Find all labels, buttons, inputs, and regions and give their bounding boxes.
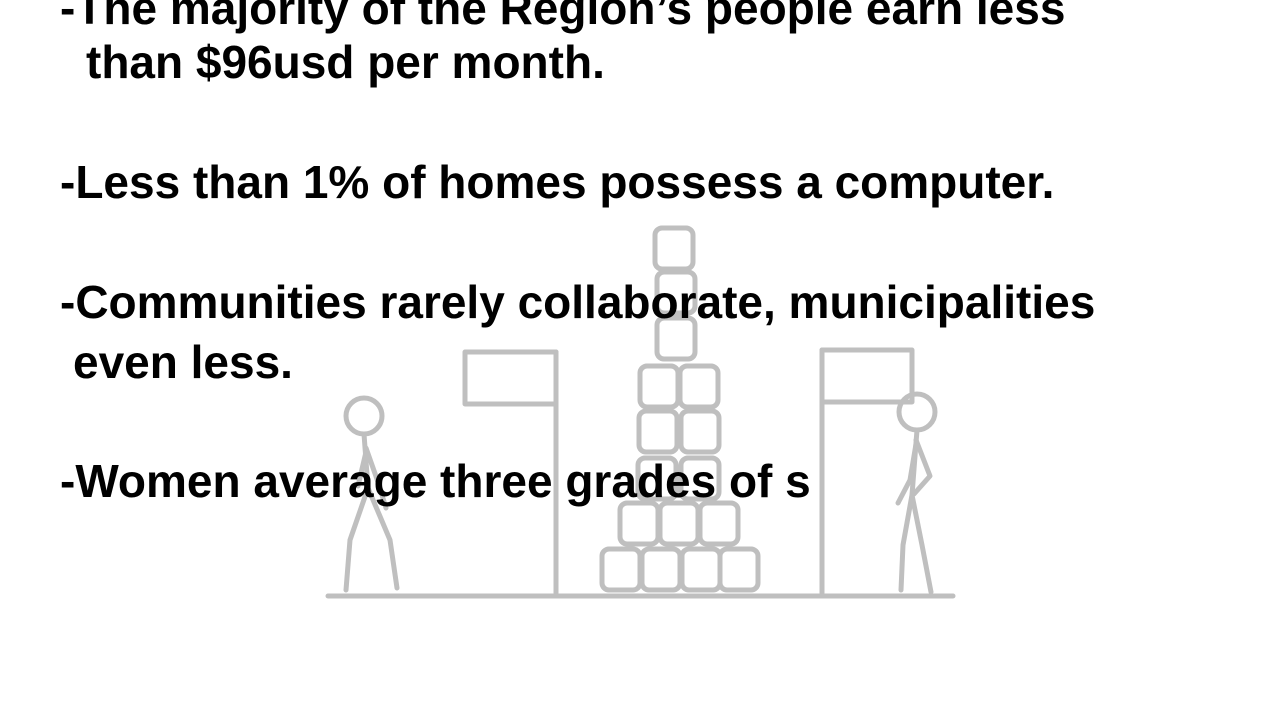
left-figure-arms xyxy=(355,445,389,511)
bullet-2-line-1: -Less than 1% of homes possess a compute… xyxy=(60,156,1055,208)
bullet-3-line-2: even less. xyxy=(73,336,293,388)
bullet-4-line-1: -Women average three grades of s xyxy=(60,455,811,507)
stacked-block xyxy=(717,546,761,593)
stacked-block xyxy=(637,363,681,410)
stacked-block xyxy=(654,315,698,362)
stacked-block xyxy=(617,500,661,547)
stacked-block xyxy=(677,363,721,410)
stacked-block xyxy=(654,269,698,316)
right-figure-legs xyxy=(898,492,934,595)
stacked-block xyxy=(599,546,643,593)
stacked-block xyxy=(679,546,723,593)
left-figure-head xyxy=(343,395,385,437)
stacked-block xyxy=(697,500,741,547)
stacked-block xyxy=(639,546,683,593)
right-figure-head xyxy=(896,391,938,433)
bullet-3-line-1: -Communities rarely collaborate, municip… xyxy=(60,276,1096,328)
stacked-block xyxy=(652,225,696,272)
left-flag-banner xyxy=(462,349,559,407)
left-figure-legs xyxy=(343,485,400,593)
stacked-block xyxy=(657,500,701,547)
stacked-block xyxy=(636,408,680,455)
stacked-block xyxy=(635,455,679,502)
right-flag-banner xyxy=(819,347,915,405)
stacked-block xyxy=(678,455,722,502)
stacked-block xyxy=(678,408,722,455)
bullet-1-line-1: -The majority of the Region’s people ear… xyxy=(60,0,1066,34)
bullet-1-line-2: than $96usd per month. xyxy=(86,36,605,88)
right-figure-arms xyxy=(895,437,933,506)
